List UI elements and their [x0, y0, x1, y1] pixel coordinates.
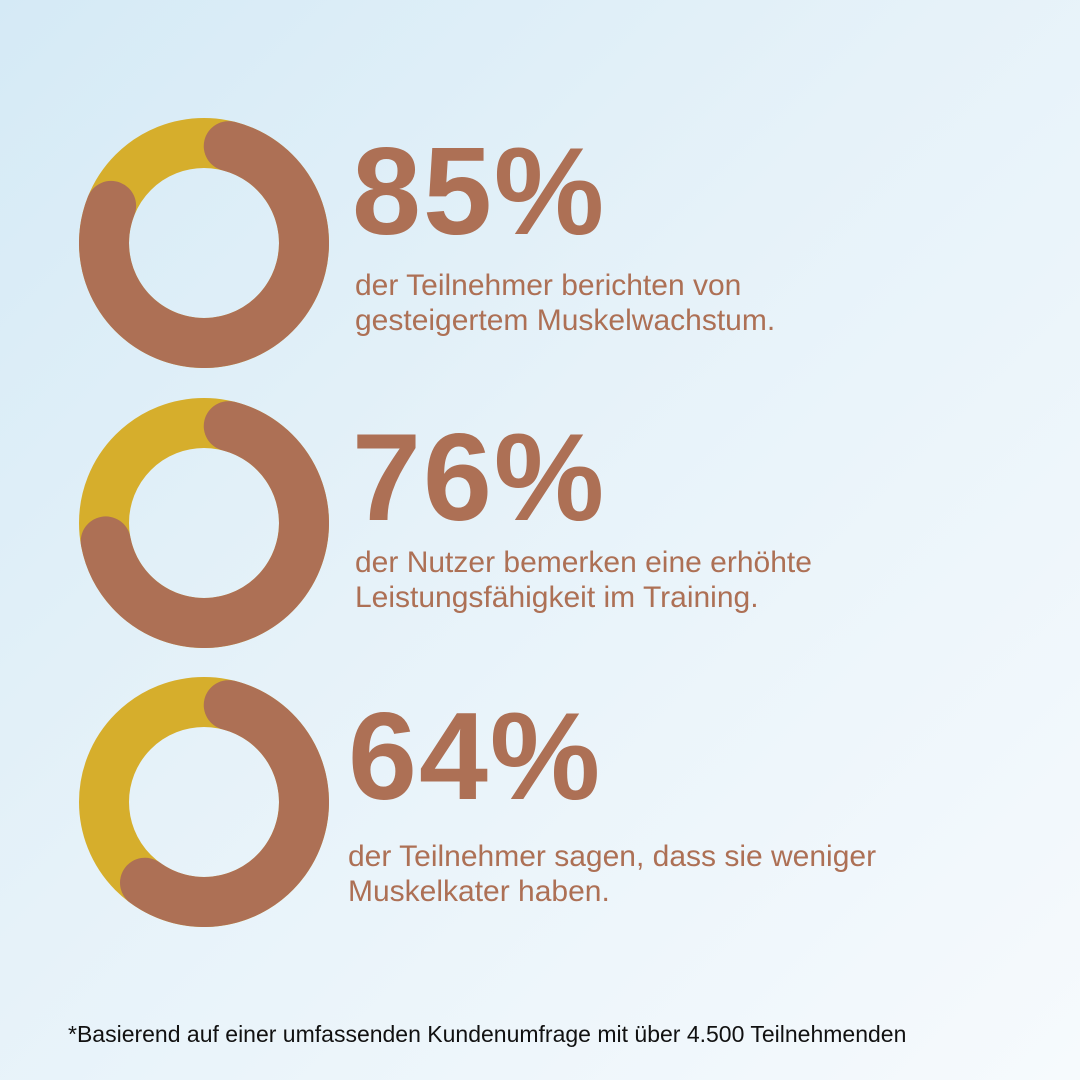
stat-description-1: der Teilnehmer berichten von gesteigerte… — [355, 268, 775, 338]
stat-description-1-line-2: gesteigertem Muskelwachstum. — [355, 304, 776, 337]
donut-value-arc-2 — [79, 398, 329, 648]
stat-description-2-line-1: der Nutzer bemerken eine erhöhte — [355, 546, 812, 579]
donut-chart-2 — [79, 398, 329, 648]
donut-chart-1 — [79, 118, 329, 368]
donut-value-arc-1 — [79, 118, 329, 368]
stat-description-3-line-2: Muskelkater haben. — [348, 875, 610, 908]
stat-description-2: der Nutzer bemerken eine erhöhte Leistun… — [355, 545, 812, 615]
stat-description-1-line-1: der Teilnehmer berichten von — [355, 269, 742, 302]
stat-value-1: 85% — [352, 123, 607, 261]
stat-value-2: 76% — [352, 409, 607, 547]
stat-row-2: 76% der Nutzer bemerken eine erhöhte Lei… — [0, 398, 1080, 658]
donut-value-arc-3 — [79, 677, 329, 927]
survey-footnote: *Basierend auf einer umfassenden Kundenu… — [68, 1021, 907, 1047]
stat-description-3-line-1: der Teilnehmer sagen, dass sie weniger — [348, 840, 877, 873]
stat-description-2-line-2: Leistungsfähigkeit im Training. — [355, 581, 759, 614]
stat-row-1: 85% der Teilnehmer berichten von gesteig… — [0, 118, 1080, 378]
stat-value-3: 64% — [348, 688, 603, 826]
stat-description-3: der Teilnehmer sagen, dass sie weniger M… — [348, 839, 876, 909]
stat-row-3: 64% der Teilnehmer sagen, dass sie wenig… — [0, 677, 1080, 937]
donut-chart-3 — [79, 677, 329, 927]
